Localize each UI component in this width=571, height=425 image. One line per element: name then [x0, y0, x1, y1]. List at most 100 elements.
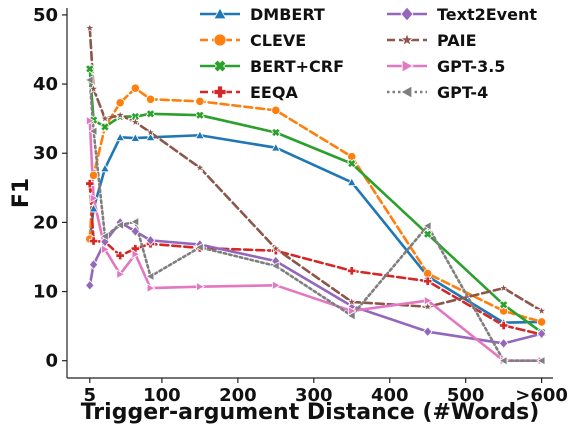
- data-point-text2event: [145, 234, 156, 246]
- data-point-cleve: [347, 152, 357, 162]
- data-point-bert-crf: [84, 64, 95, 74]
- y-tick-label: 10: [33, 282, 58, 303]
- legend-label: GPT-3.5: [437, 57, 505, 76]
- series-line-dmbert: [88, 133, 543, 324]
- legend-marker-eeqa: [213, 85, 227, 99]
- data-point-gpt-4: [270, 261, 280, 271]
- data-point-gpt-3-5: [131, 249, 141, 260]
- data-point-text2event: [536, 328, 547, 340]
- data-point-gpt-4: [99, 231, 109, 242]
- data-point-text2event: [85, 279, 95, 291]
- axes: [66, 8, 553, 379]
- data-point-text2event: [498, 337, 509, 349]
- data-point-text2event: [422, 326, 433, 338]
- data-point-cleve: [271, 105, 281, 115]
- data-point-bert-crf-shape: [422, 229, 433, 239]
- data-point-bert-crf: [422, 229, 433, 239]
- legend-label: BERT+CRF: [250, 57, 344, 76]
- y-tick-label: 40: [33, 74, 58, 95]
- data-point-paie: [129, 116, 141, 127]
- data-point-paie: [536, 305, 548, 316]
- data-point-gpt-4: [130, 216, 140, 227]
- data-point-dmbert: [195, 130, 205, 140]
- data-point-paie: [422, 300, 434, 312]
- x-tick-label: 100: [143, 385, 181, 406]
- data-point-dmbert: [115, 132, 126, 142]
- legend-marker-gpt-3-5: [401, 59, 414, 73]
- data-point-bert-crf-shape: [84, 64, 95, 74]
- data-point-paie: [270, 242, 282, 254]
- legend-item-gpt-3-5: GPT-3.5: [387, 57, 505, 76]
- data-point-cleve: [145, 94, 156, 104]
- data-point-gpt-4: [88, 126, 98, 136]
- x-tick-label: 200: [219, 385, 257, 406]
- data-point-eeqa: [115, 250, 125, 261]
- data-point-eeqa: [347, 266, 357, 276]
- data-point-paie: [84, 22, 96, 33]
- data-point-gpt-4: [498, 355, 508, 366]
- data-point-eeqa: [499, 320, 509, 331]
- legend-item-eeqa: EEQA: [200, 83, 298, 102]
- x-tick-label: >600: [515, 385, 568, 406]
- data-point-bert-crf-shape: [271, 127, 281, 138]
- data-point-gpt-4: [115, 220, 124, 231]
- x-tick-label: 500: [447, 385, 485, 406]
- legend-marker-bert-crf-shape: [213, 59, 227, 73]
- data-point-gpt-4: [422, 220, 432, 231]
- data-point-gpt-3-5: [89, 193, 99, 204]
- legend-label: CLEVE: [250, 31, 306, 50]
- legend-label: DMBERT: [250, 5, 325, 24]
- y-tick-label: 30: [33, 143, 58, 164]
- data-point-dmbert: [88, 203, 99, 213]
- data-point-paie: [145, 126, 157, 138]
- series-line-text2event: [88, 221, 543, 345]
- legend-item-paie: PAIE: [387, 31, 477, 50]
- x-tick-label: 300: [295, 385, 333, 406]
- legend-item-bert-crf: BERT+CRF: [200, 57, 344, 76]
- data-point-dmbert: [145, 132, 156, 142]
- data-point-paie: [88, 83, 100, 94]
- ticks-layer: 5 100 200 300 400 500 >600 0 10 20 30 40 50: [33, 5, 568, 406]
- data-point-bert-crf: [346, 158, 357, 169]
- y-tick-label: 20: [33, 212, 58, 233]
- series-line-eeqa: [88, 182, 543, 336]
- markers-layer: [84, 22, 548, 366]
- data-point-bert-crf-shape: [100, 122, 110, 132]
- legend-label: EEQA: [250, 83, 298, 102]
- data-point-gpt-3-5: [146, 283, 156, 293]
- data-point-gpt-4: [145, 271, 155, 282]
- data-point-dmbert: [130, 132, 141, 142]
- data-point-cleve: [195, 96, 205, 106]
- y-tick-label: 50: [33, 5, 58, 26]
- data-point-paie: [99, 112, 111, 124]
- data-point-gpt-4: [536, 355, 546, 366]
- x-axis-label: Trigger-argument Distance (#Words): [81, 400, 540, 425]
- data-point-bert-crf-shape: [498, 299, 509, 310]
- data-point-bert-crf: [271, 127, 281, 138]
- data-point-cleve: [130, 83, 140, 93]
- legend-item-dmbert: DMBERT: [200, 5, 325, 24]
- legend-marker-cleve: [213, 33, 227, 47]
- data-point-text2event: [130, 225, 141, 237]
- data-point-gpt-3-5: [86, 115, 95, 126]
- legend-marker-text2event: [400, 6, 414, 22]
- x-tick-label: 400: [371, 385, 409, 406]
- data-point-bert-crf-shape: [346, 158, 357, 169]
- data-point-text2event: [88, 259, 99, 271]
- data-point-cleve: [537, 317, 547, 327]
- data-point-dmbert: [270, 142, 281, 152]
- data-point-eeqa: [88, 236, 99, 246]
- y-axis-label: F1: [9, 178, 34, 208]
- data-point-bert-crf-shape: [145, 109, 156, 119]
- x-tick-label: 5: [84, 385, 97, 406]
- data-point-gpt-3-5: [272, 280, 281, 291]
- data-point-paie: [498, 282, 510, 293]
- data-point-paie: [194, 161, 206, 173]
- data-point-gpt-4: [346, 310, 356, 321]
- data-point-gpt-4: [84, 75, 94, 85]
- data-point-gpt-3-5: [101, 244, 110, 255]
- legend-item-gpt-4: GPT-4: [387, 83, 488, 102]
- series-line-gpt-4: [88, 78, 543, 363]
- data-point-gpt-3-5: [423, 295, 433, 306]
